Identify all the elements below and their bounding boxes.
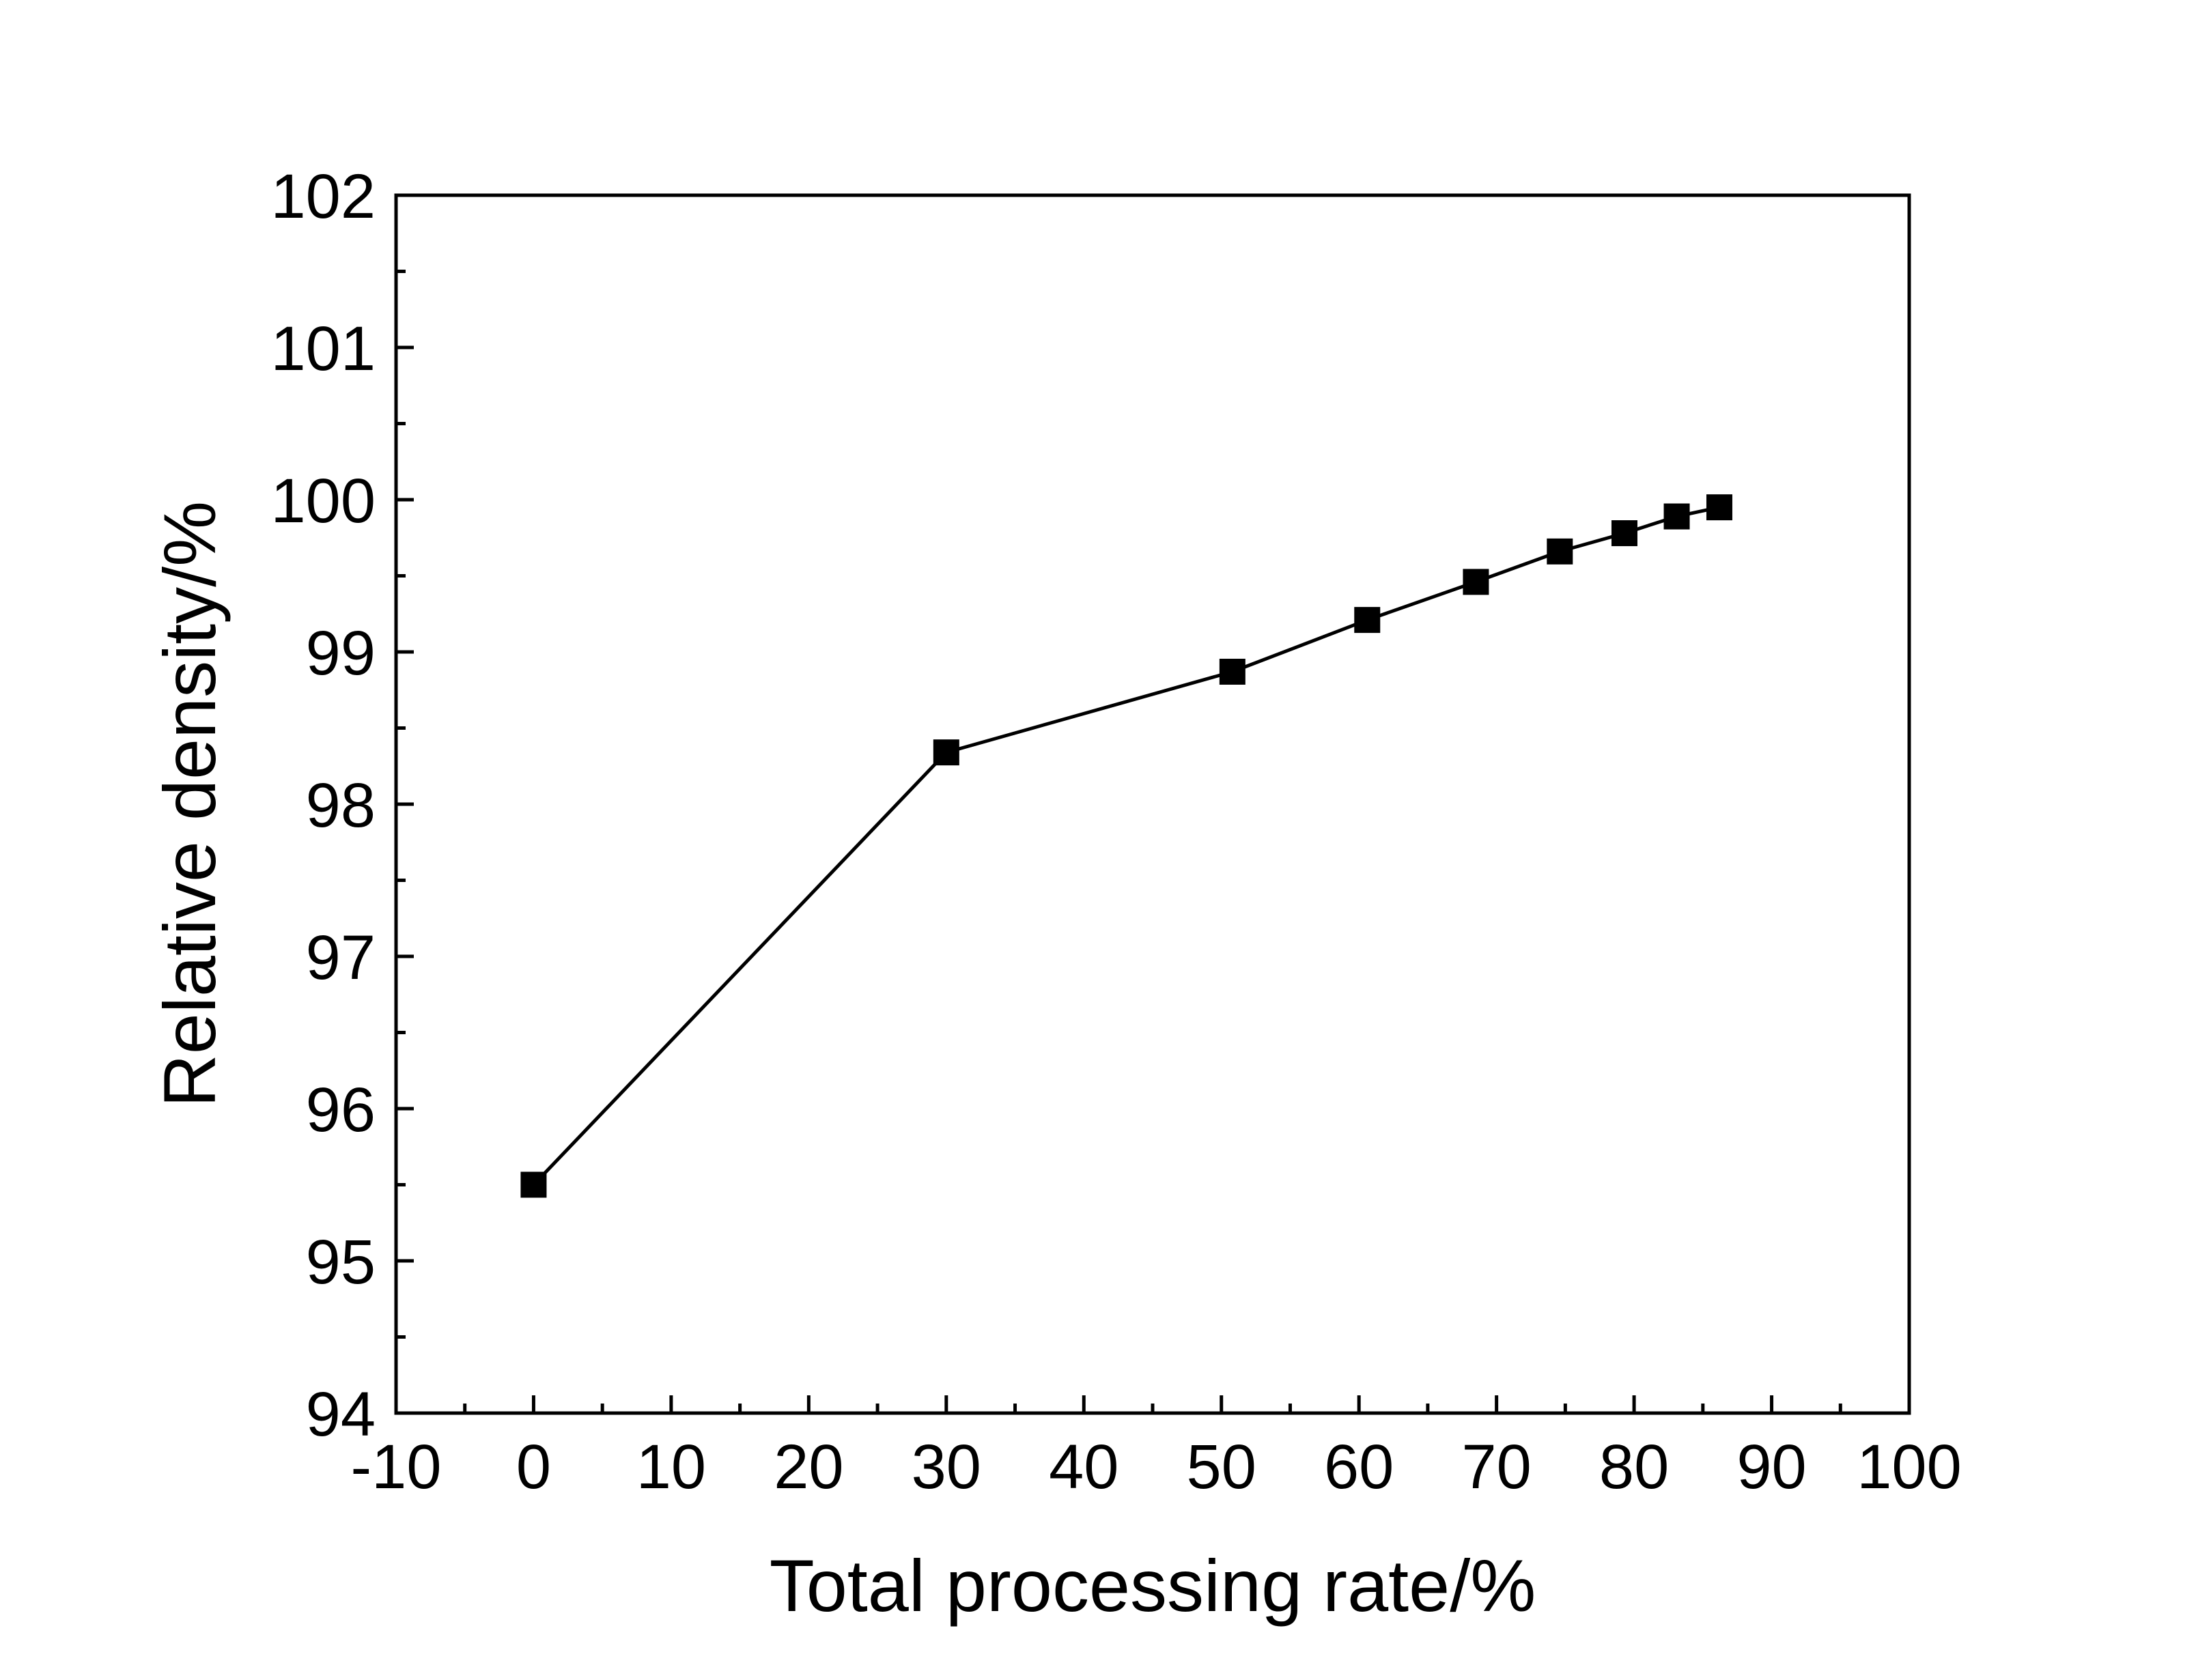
data-point-marker bbox=[1354, 607, 1381, 633]
data-point-marker bbox=[1663, 503, 1690, 530]
data-point-marker bbox=[520, 1171, 547, 1198]
y-axis-title: Relative density/% bbox=[148, 501, 231, 1107]
x-tick-label: 60 bbox=[1324, 1432, 1394, 1502]
y-tick-label: 102 bbox=[271, 162, 376, 231]
x-tick-label: 0 bbox=[516, 1432, 551, 1502]
y-tick-label: 97 bbox=[306, 923, 376, 993]
data-point-marker bbox=[1706, 494, 1732, 521]
data-point-marker bbox=[1547, 538, 1573, 565]
x-tick-label: 30 bbox=[912, 1432, 981, 1502]
x-axis-tick-labels: -10 0 10 20 30 40 50 60 70 80 90 100 bbox=[351, 1432, 1962, 1502]
x-tick-label: 90 bbox=[1736, 1432, 1806, 1502]
y-tick-label: 98 bbox=[306, 771, 376, 840]
y-tick-label: 96 bbox=[306, 1075, 376, 1145]
y-tick-label: 101 bbox=[271, 314, 376, 384]
data-series bbox=[520, 494, 1732, 1198]
series-line bbox=[532, 505, 1720, 1186]
y-tick-label: 100 bbox=[271, 466, 376, 536]
x-tick-label: 20 bbox=[774, 1432, 843, 1502]
data-point-marker bbox=[933, 739, 959, 766]
x-tick-label: 50 bbox=[1187, 1432, 1256, 1502]
data-point-marker bbox=[1219, 658, 1245, 685]
x-tick-label: -10 bbox=[351, 1432, 442, 1502]
y-axis-ticks bbox=[396, 193, 414, 1415]
y-axis-tick-labels: 94 95 96 97 98 99 100 101 102 bbox=[271, 162, 376, 1449]
x-tick-label: 40 bbox=[1049, 1432, 1118, 1502]
x-tick-label: 70 bbox=[1461, 1432, 1531, 1502]
y-tick-label: 99 bbox=[306, 618, 376, 688]
x-axis-ticks bbox=[394, 1395, 1911, 1413]
data-point-marker bbox=[1611, 520, 1637, 547]
y-tick-label: 94 bbox=[306, 1380, 376, 1449]
plot-frame bbox=[394, 193, 1911, 1415]
x-tick-label: 100 bbox=[1857, 1432, 1962, 1502]
x-axis-title: Total processing rate/% bbox=[770, 1544, 1536, 1627]
x-tick-label: 10 bbox=[636, 1432, 706, 1502]
y-tick-label: 95 bbox=[306, 1227, 376, 1297]
x-tick-label: 80 bbox=[1599, 1432, 1669, 1502]
data-point-marker bbox=[1463, 569, 1489, 595]
